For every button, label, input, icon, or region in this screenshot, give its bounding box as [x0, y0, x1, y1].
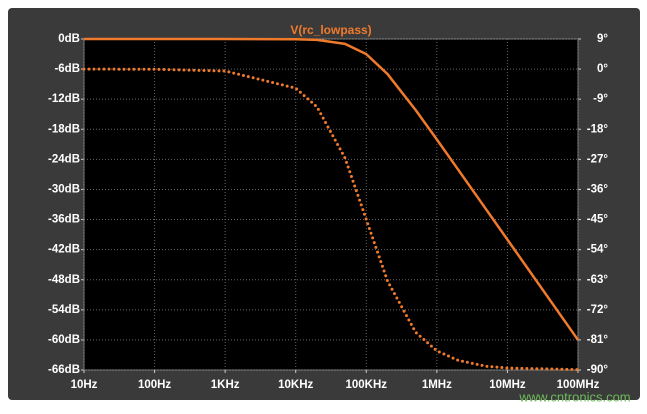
y-tick-label: -42dB — [48, 244, 80, 256]
y-tick-label: -18dB — [48, 123, 80, 135]
y-tick-label: -48dB — [48, 274, 80, 286]
series-layer — [82, 37, 580, 372]
plot-area — [83, 38, 579, 371]
x-tick-label: 10Hz — [71, 379, 98, 391]
y-tick-label: -60dB — [48, 334, 80, 346]
y2-tick-label: -27° — [587, 153, 609, 165]
y2-tick-label: -72° — [587, 304, 609, 316]
y2-tick-label: -36° — [587, 183, 609, 195]
y2-tick-label: -9° — [593, 93, 608, 105]
x-tick-label: 100KHz — [346, 379, 388, 391]
series-line — [84, 37, 580, 341]
x-tick-label: 1MHz — [422, 379, 452, 391]
y2-tick-label: 0° — [597, 63, 608, 75]
y-tick-label: -36dB — [48, 214, 80, 226]
x-tick-label: 100Hz — [138, 379, 171, 391]
y2-tick-label: -81° — [587, 334, 609, 346]
y-tick-label: -6dB — [54, 63, 80, 75]
series-line — [82, 67, 580, 372]
y-tick-label: -24dB — [48, 153, 80, 165]
grid — [81, 38, 581, 373]
x-tick-label: 1KHz — [211, 379, 240, 391]
y2-tick-label: 9° — [597, 33, 608, 45]
y2-tick-label: -63° — [587, 274, 609, 286]
y-tick-label: 0dB — [58, 33, 80, 45]
x-tick-label: 10MHz — [489, 379, 526, 391]
y-tick-label: -30dB — [48, 183, 80, 195]
watermark: www.cntronics.com — [518, 389, 630, 404]
y2-tick-label: -18° — [587, 123, 609, 135]
x-tick-label: 10KHz — [278, 379, 313, 391]
x-tick-label: 100MHz — [557, 379, 600, 391]
y-tick-label: -54dB — [48, 304, 80, 316]
chart-title: V(rc_lowpass) — [290, 23, 371, 37]
y-tick-label: -12dB — [48, 93, 80, 105]
y-tick-label: -66dB — [48, 364, 80, 376]
y2-tick-label: -45° — [587, 214, 609, 226]
y2-tick-label: -54° — [587, 244, 609, 256]
y2-tick-label: -90° — [587, 364, 609, 376]
